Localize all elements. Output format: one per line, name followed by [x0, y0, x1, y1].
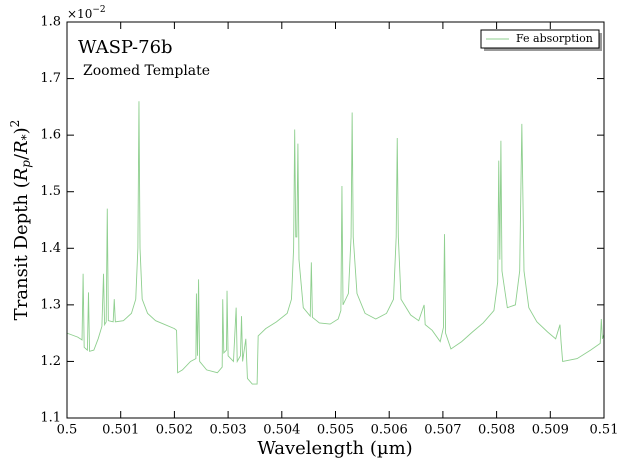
legend-box — [480, 29, 600, 49]
x-tick-label: 0.501 — [102, 423, 139, 438]
x-tick-label: 0.5 — [57, 423, 78, 438]
y-axis-label-part: * — [19, 134, 33, 140]
y-tick-label: 1.8 — [40, 15, 61, 30]
y-tick-label: 1.5 — [40, 184, 61, 199]
y-axis-label-part: 2 — [8, 120, 22, 128]
y-tick-label: 1.2 — [40, 354, 61, 369]
x-tick-label: 0.503 — [209, 423, 246, 438]
y-tick-label: 1.7 — [40, 71, 61, 86]
x-tick-label: 0.504 — [263, 423, 300, 438]
x-axis-label: Wavelength (µm) — [257, 438, 412, 459]
offset-base: ×10 — [67, 7, 92, 21]
chart-title: WASP-76b — [78, 37, 173, 58]
x-tick-label: 0.507 — [424, 423, 461, 438]
y-axis-label-part: R — [11, 140, 32, 155]
y-tick-label: 1.4 — [40, 241, 61, 256]
legend-label: Fe absorption — [516, 32, 593, 45]
y-axis-label-part: R — [11, 168, 32, 183]
x-tick-label: 0.51 — [590, 423, 619, 438]
offset-text: ×10−2 — [67, 5, 106, 21]
y-axis-label-part: Transit Depth ( — [11, 181, 32, 320]
x-tick-label: 0.505 — [317, 423, 354, 438]
y-tick-label: 1.6 — [40, 128, 61, 143]
y-axis-label-part: p — [19, 160, 33, 168]
x-tick-label: 0.502 — [156, 423, 193, 438]
y-axis-label: Transit Depth (Rp/R*)2 — [8, 120, 33, 321]
x-tick-label: 0.509 — [532, 423, 569, 438]
y-axis-label-part: / — [11, 153, 32, 160]
y-tick-label: 1.3 — [40, 297, 61, 312]
offset-exponent: −2 — [92, 5, 105, 15]
data-line — [66, 101, 605, 385]
chart-subtitle: Zoomed Template — [83, 63, 210, 79]
x-tick-label: 0.506 — [371, 423, 408, 438]
y-axis-label-part: ) — [11, 127, 32, 134]
x-tick-label: 0.508 — [478, 423, 515, 438]
y-tick-label: 1.1 — [40, 411, 61, 426]
